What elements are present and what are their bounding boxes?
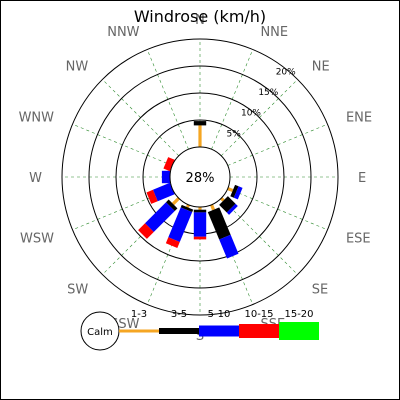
direction-label-ese: ESE [346, 231, 371, 246]
ring-15 [88, 65, 312, 289]
bar-s-1-3 [198, 207, 202, 210]
legend-label-10-15: 10-15 [244, 309, 273, 320]
bar-sse-5-10 [219, 234, 239, 259]
bar-wnw-10-15 [163, 157, 175, 172]
bar-se-5-10 [226, 203, 238, 215]
bar-sse-1-3 [210, 204, 216, 211]
direction-label-wsw: WSW [20, 231, 54, 246]
bar-se-3-5 [219, 196, 236, 213]
bar-s-10-15 [193, 236, 207, 240]
chart-title: Windrose (km/h) [134, 7, 266, 26]
legend-swatch-1-3 [119, 329, 159, 333]
direction-label-ene: ENE [346, 111, 372, 126]
ring-labels: 5%10% 15% 20% [226, 67, 296, 139]
direction-label-e: E [358, 171, 366, 186]
bar-ssw-5-10 [168, 207, 193, 243]
calm-percent: 28% [186, 171, 215, 186]
calm-circle [169, 146, 231, 208]
direction-label-w: W [29, 171, 42, 186]
bar-ese-1-3 [227, 187, 234, 193]
ring-label-20: 20% [276, 67, 296, 77]
bar-ssw-10-15 [165, 237, 180, 248]
legend-swatch-3-5 [159, 328, 199, 334]
bar-sw-10-15 [138, 223, 154, 239]
legend-swatch-10-15 [239, 324, 279, 338]
bar-sse-3-5 [207, 207, 231, 240]
ring-label-10: 10% [241, 109, 261, 119]
legend-calm-label: Calm [87, 327, 113, 338]
bar-s-5-10 [193, 212, 207, 237]
ring-10 [115, 92, 285, 262]
direction-label-n: N [195, 13, 205, 28]
ring-20 [61, 38, 339, 316]
direction-label-wnw: WNW [19, 111, 55, 126]
bar-sw-5-10 [145, 202, 175, 232]
bar-s-3-5 [193, 209, 207, 213]
bar-n-3-5 [193, 121, 207, 126]
rose-bars [138, 121, 243, 259]
bar-ssw-3-5 [180, 204, 194, 213]
bar-sw-3-5 [166, 199, 178, 211]
direction-label-nnw: NNW [107, 25, 139, 40]
legend-label-3-5: 3-5 [171, 309, 187, 320]
bar-ese-5-10 [233, 186, 243, 200]
bar-sw-1-3 [171, 197, 180, 206]
direction-label-sw: SW [67, 283, 88, 298]
legend-swatch-5-10 [199, 325, 239, 337]
direction-label-se: SE [312, 283, 328, 298]
bar-wsw-5-10 [152, 182, 175, 202]
bar-wsw-10-15 [146, 189, 158, 204]
direction-label-ne: NE [312, 59, 330, 74]
bar-ese-3-5 [230, 184, 239, 198]
legend-label-1-3: 1-3 [131, 309, 147, 320]
legend-label-15-20: 15-20 [284, 309, 313, 320]
bar-w-5-10 [161, 170, 170, 184]
bar-n-1-3 [198, 125, 202, 147]
direction-label-nne: NNE [260, 25, 288, 40]
legend-swatch-15-20 [279, 322, 319, 340]
ring-label-15: 15% [258, 88, 278, 98]
legend-label-5-10: 5-10 [208, 309, 231, 320]
speed-legend: Calm 1-3 3-5 5-10 10-15 15-20 [80, 309, 319, 351]
ring-label-5: 5% [226, 129, 241, 139]
direction-label-nw: NW [66, 59, 89, 74]
